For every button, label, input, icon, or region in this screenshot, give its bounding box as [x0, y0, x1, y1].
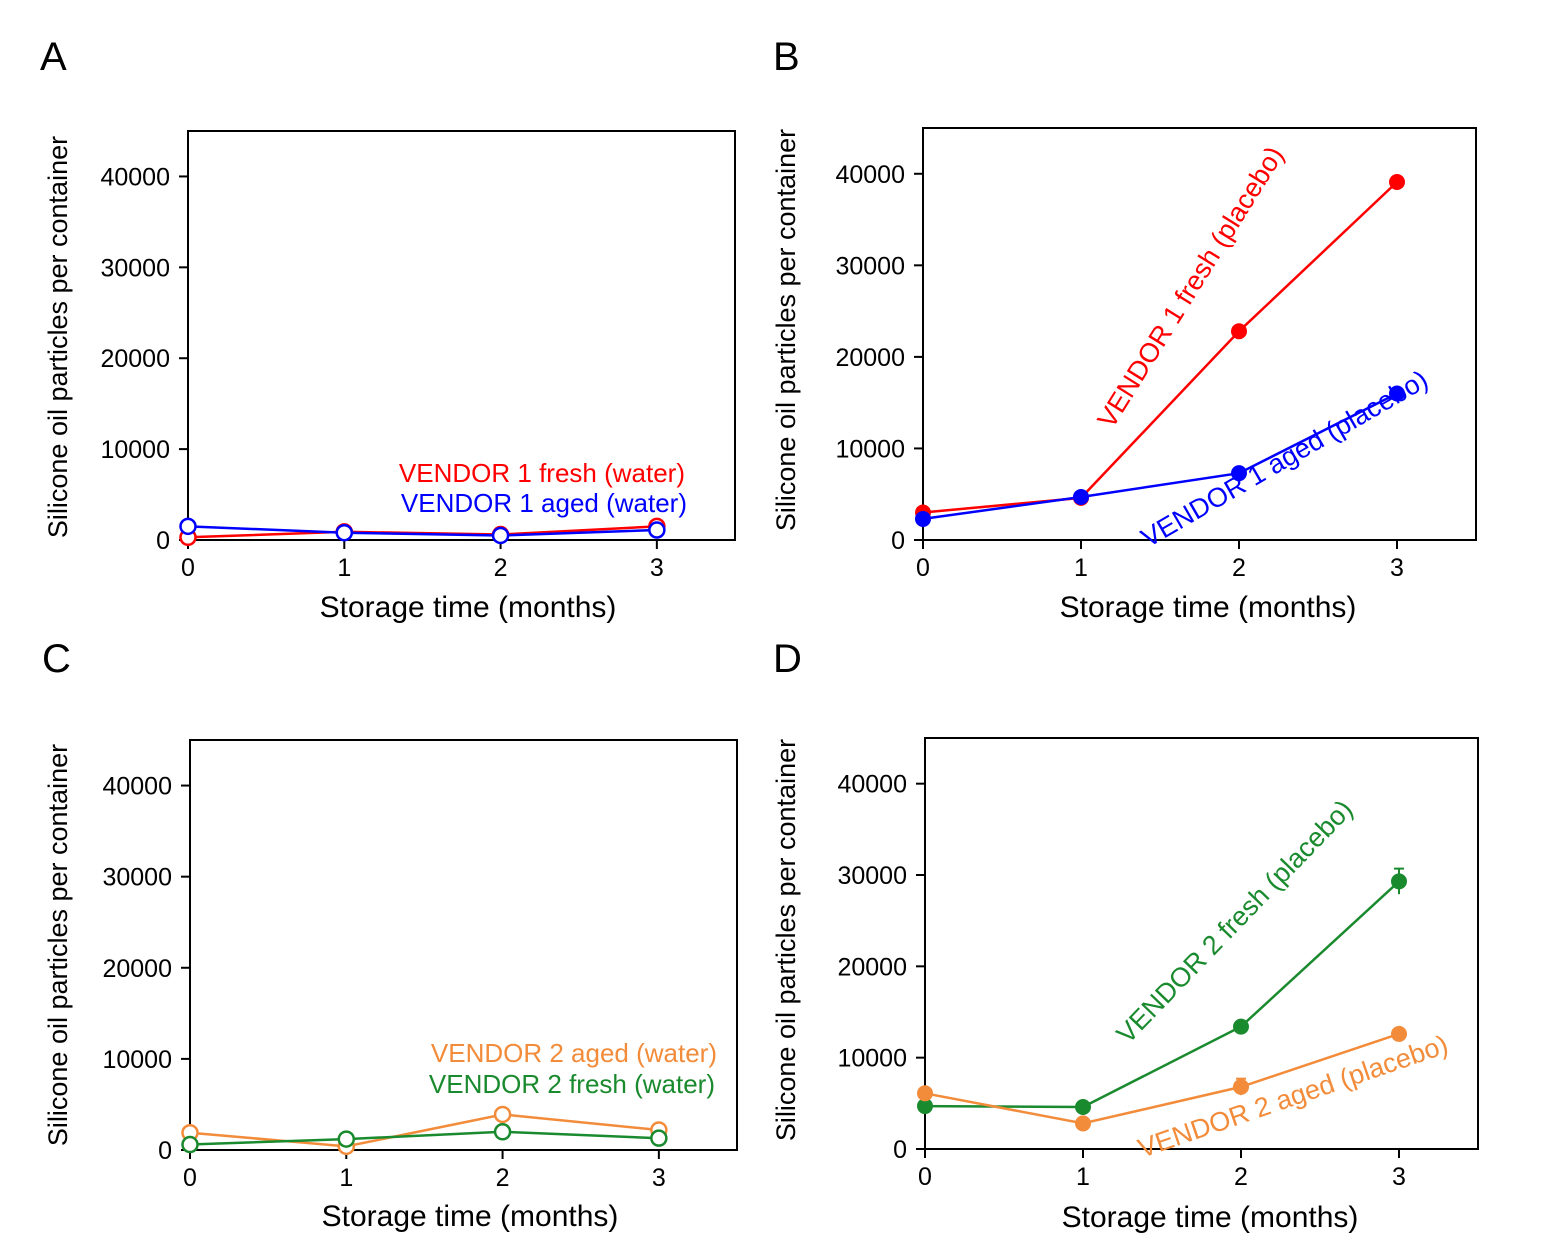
y-tick-label: 40000	[100, 163, 170, 191]
plot-frame	[924, 737, 1479, 1150]
plot-frame	[189, 739, 738, 1151]
data-point	[917, 1085, 933, 1102]
x-tick-label: 0	[918, 1163, 932, 1191]
y-tick-label: 30000	[837, 862, 907, 890]
x-tick-label: 0	[916, 554, 930, 582]
data-point	[1075, 1115, 1091, 1132]
y-tick-label: 20000	[837, 953, 907, 981]
panel-d: D 0 1 2 3 0 10000 20000 30000 40000 Storage time…	[771, 637, 1479, 1234]
y-tick-label: 30000	[835, 252, 905, 280]
y-axis-label: Silicone oil particles per container	[43, 744, 73, 1146]
x-tick-label: 2	[496, 1164, 510, 1192]
series-label-vendor1-fresh-water: VENDOR 1 fresh (water)	[399, 458, 685, 488]
series-line	[922, 181, 1398, 514]
data-point	[650, 1129, 668, 1147]
y-tick-label: 20000	[835, 344, 905, 372]
data-point	[335, 523, 354, 542]
x-axis-label: Storage time (months)	[1060, 591, 1357, 624]
data-point	[1231, 465, 1247, 482]
y-tick-label: 40000	[835, 161, 905, 189]
series-label-vendor2-aged-placebo: VENDOR 2 aged (placebo)	[1134, 1029, 1452, 1163]
data-point	[1391, 1025, 1407, 1042]
x-tick-label: 3	[1392, 1163, 1406, 1191]
y-tick-label: 0	[893, 1136, 907, 1164]
data-point	[648, 521, 666, 539]
y-tick-label: 0	[158, 1137, 172, 1165]
data-point	[915, 510, 931, 527]
plot-frame	[922, 127, 1477, 541]
panel-letter-b: B	[773, 35, 800, 79]
y-tick-label: 10000	[100, 436, 170, 464]
x-axis-label: Storage time (months)	[322, 1200, 619, 1233]
x-tick-label: 2	[494, 554, 508, 582]
data-point	[493, 1123, 512, 1141]
series-line	[924, 1032, 1400, 1125]
y-tick-label: 40000	[102, 773, 172, 801]
x-tick-label: 3	[1390, 554, 1404, 582]
data-point	[1389, 385, 1405, 402]
y-tick-label: 30000	[102, 864, 172, 892]
y-tick-label: 10000	[102, 1046, 172, 1074]
y-tick-label: 0	[891, 527, 905, 555]
data-point	[1233, 1078, 1249, 1095]
x-tick-label: 0	[183, 1164, 197, 1192]
series-label-vendor2-aged-water: VENDOR 2 aged (water)	[431, 1038, 717, 1068]
plot-frame	[187, 130, 736, 541]
y-tick-label: 30000	[100, 254, 170, 282]
series-line	[922, 392, 1398, 521]
panel-letter-a: A	[40, 35, 67, 79]
y-axis-label: Silicone oil particles per container	[771, 129, 801, 531]
data-point	[1389, 174, 1405, 191]
series-line	[189, 1113, 660, 1148]
panel-a: A 0 1 2 3 0 10000 20000 30000 40000 Storage time…	[40, 35, 736, 624]
panel-letter-c: C	[42, 637, 71, 681]
series-label-vendor1-fresh-placebo: VENDOR 1 fresh (placebo)	[1092, 141, 1290, 433]
y-tick-label: 20000	[100, 345, 170, 373]
x-tick-label: 1	[339, 1164, 353, 1192]
x-tick-label: 3	[652, 1164, 666, 1192]
data-point	[1391, 873, 1407, 890]
data-point	[337, 1130, 356, 1148]
x-tick-label: 2	[1234, 1163, 1248, 1191]
y-tick-label: 20000	[102, 955, 172, 983]
data-point	[1233, 1018, 1249, 1035]
x-tick-label: 3	[650, 554, 664, 582]
x-tick-label: 0	[181, 554, 195, 582]
x-tick-label: 1	[337, 554, 351, 582]
y-tick-label: 0	[156, 527, 170, 555]
y-tick-label: 10000	[837, 1045, 907, 1073]
data-point	[491, 526, 510, 545]
data-point	[181, 1135, 199, 1154]
panel-b: B 0 1 2 3 0 10000 20000 30000 40000 Storage time…	[771, 35, 1477, 624]
data-point	[1073, 488, 1089, 505]
y-tick-label: 40000	[837, 771, 907, 799]
data-point	[493, 1105, 512, 1124]
data-point	[1075, 1098, 1091, 1115]
x-axis-label: Storage time (months)	[1062, 1201, 1359, 1234]
series-label-vendor2-fresh-placebo: VENDOR 2 fresh (placebo)	[1111, 794, 1359, 1049]
series-line	[189, 1130, 659, 1146]
series-label-vendor1-aged-water: VENDOR 1 aged (water)	[401, 488, 687, 518]
data-point	[1231, 323, 1247, 340]
series-label-vendor2-fresh-water: VENDOR 2 fresh (water)	[429, 1069, 715, 1099]
x-tick-label: 1	[1074, 554, 1088, 582]
x-tick-label: 2	[1232, 554, 1246, 582]
panel-letter-d: D	[773, 637, 802, 681]
panel-c: C 0 1 2 3 0 10000 20000 30000 40000 Storage time…	[42, 637, 738, 1233]
data-point	[179, 517, 197, 536]
y-axis-label: Silicone oil particles per container	[43, 136, 73, 538]
y-tick-label: 10000	[835, 435, 905, 463]
series-line	[187, 525, 657, 537]
x-axis-label: Storage time (months)	[320, 591, 617, 624]
x-tick-label: 1	[1076, 1163, 1090, 1191]
series-line	[924, 880, 1400, 1109]
y-axis-label: Silicone oil particles per container	[771, 739, 801, 1141]
